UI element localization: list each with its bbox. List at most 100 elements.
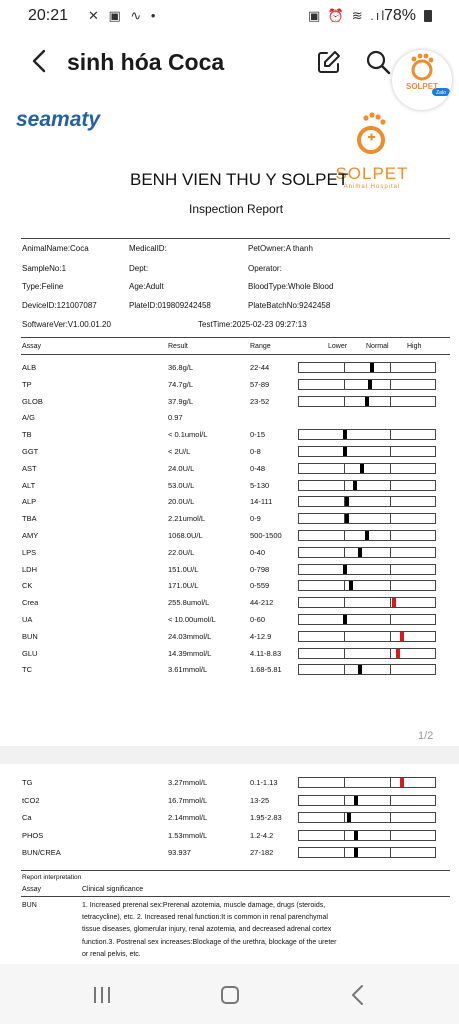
assay-cell: Crea bbox=[22, 598, 39, 608]
range-indicator-bar bbox=[298, 664, 436, 676]
assay-cell: UA bbox=[22, 615, 33, 624]
navigation-bar bbox=[0, 964, 459, 1024]
bar-divider bbox=[344, 813, 345, 822]
bar-divider bbox=[344, 665, 345, 675]
result-cell: 22.0U/L bbox=[168, 547, 195, 557]
bar-divider bbox=[390, 547, 391, 557]
notification-icons: ✕ ▣ ∿ • bbox=[88, 8, 159, 23]
bar-divider bbox=[390, 463, 391, 473]
col-result: Result bbox=[168, 343, 188, 350]
value-marker bbox=[365, 531, 369, 540]
range-indicator-bar bbox=[298, 580, 436, 592]
page-separator bbox=[0, 746, 459, 764]
back-icon[interactable] bbox=[28, 46, 50, 76]
assay-cell: LPS bbox=[22, 547, 37, 557]
result-cell: 3.61mmol/L bbox=[168, 665, 208, 675]
bar-divider bbox=[390, 795, 391, 805]
table-row: ALB 36.8g/L 22-44 bbox=[0, 362, 459, 379]
assay-cell: GLU bbox=[22, 648, 38, 658]
range-cell: 23-52 bbox=[250, 396, 270, 406]
high-value-marker bbox=[392, 598, 396, 608]
result-cell: 171.0U/L bbox=[168, 581, 199, 591]
range-cell: 4.11-8.83 bbox=[250, 648, 282, 658]
range-cell: 1.2-4.2 bbox=[250, 830, 274, 840]
bar-divider bbox=[344, 581, 345, 591]
page-number: 1/2 bbox=[418, 730, 434, 742]
range-cell: 0-40 bbox=[250, 547, 266, 557]
assay-cell: BUN bbox=[22, 631, 38, 641]
table-row: GLOB 37.9g/L 23-52 bbox=[0, 395, 459, 413]
bar-divider bbox=[344, 631, 345, 641]
range-indicator-bar bbox=[298, 496, 436, 508]
range-indicator-bar bbox=[298, 530, 436, 541]
recent-apps-icon[interactable] bbox=[92, 986, 112, 1004]
range-indicator-bar bbox=[298, 812, 436, 823]
table-row: A/G 0.97 bbox=[0, 413, 459, 429]
bar-divider bbox=[390, 564, 391, 574]
interpretation-text: 1. Increased prerenal sex:Prerenal azote… bbox=[82, 902, 337, 958]
range-indicator-bar bbox=[298, 777, 436, 788]
chat-head-avatar[interactable]: Zalo SOLPET bbox=[392, 50, 452, 110]
assay-cell: tCO2 bbox=[22, 795, 40, 805]
result-cell: 24.0U/L bbox=[168, 463, 195, 473]
edit-icon[interactable] bbox=[315, 48, 343, 76]
bar-divider bbox=[344, 795, 345, 805]
result-cell: 3.27mmol/L bbox=[168, 778, 208, 787]
value-marker bbox=[343, 430, 347, 440]
table-row: TG 3.27mmol/L 0.1-1.13 bbox=[0, 777, 459, 794]
table-row: AST 24.0U/L 0-48 bbox=[0, 462, 459, 480]
zalo-badge: Zalo bbox=[436, 90, 446, 96]
value-marker bbox=[358, 665, 362, 675]
app-bar: sinh hóa Coca Zalo SOLPET bbox=[0, 32, 459, 110]
range-cell: 0-60 bbox=[250, 615, 266, 624]
hospital-logo: SOLPET Animal Hospital bbox=[332, 112, 412, 198]
value-marker bbox=[345, 497, 349, 507]
assay-cell: LDH bbox=[22, 564, 38, 574]
table-row: TB < 0.1umol/L 0-15 bbox=[0, 429, 459, 446]
range-indicator-bar bbox=[298, 614, 436, 625]
high-value-marker bbox=[396, 648, 400, 658]
range-indicator-bar bbox=[298, 630, 436, 642]
table-row: tCO2 16.7mmol/L 13-25 bbox=[0, 794, 459, 812]
nav-back-icon[interactable] bbox=[350, 984, 366, 1006]
assay-cell: PHOS bbox=[22, 830, 44, 840]
result-cell: < 10.00umol/L bbox=[168, 615, 216, 624]
range-indicator-bar bbox=[298, 546, 436, 558]
assay-cell: AMY bbox=[22, 531, 39, 540]
assay-cell: TP bbox=[22, 379, 32, 389]
bar-divider bbox=[344, 531, 345, 540]
bar-divider bbox=[390, 778, 391, 787]
battery-level: 78% bbox=[384, 7, 417, 24]
report-subtitle: Inspection Report bbox=[189, 202, 284, 216]
table-row: TBA 2.21umol/L 0-9 bbox=[0, 513, 459, 530]
sample-no: SampleNo:1 bbox=[22, 264, 67, 273]
range-indicator-bar bbox=[298, 794, 436, 806]
value-marker bbox=[360, 463, 364, 473]
assay-cell: TC bbox=[22, 665, 32, 675]
result-cell: 0.97 bbox=[168, 413, 183, 423]
home-icon[interactable] bbox=[221, 986, 239, 1004]
range-cell: 0-15 bbox=[250, 430, 266, 440]
value-marker bbox=[368, 379, 372, 389]
value-marker bbox=[354, 830, 358, 840]
bar-divider bbox=[344, 547, 345, 557]
range-indicator-bar bbox=[298, 847, 436, 858]
assay-cell: TB bbox=[22, 430, 32, 440]
operator: Operator: bbox=[248, 264, 282, 273]
bar-divider bbox=[390, 447, 391, 456]
value-marker bbox=[354, 795, 358, 805]
range-cell: 57-89 bbox=[250, 379, 270, 389]
range-indicator-bar bbox=[298, 395, 436, 407]
divider bbox=[21, 870, 450, 871]
device-id: DeviceID:121007087 bbox=[22, 301, 97, 310]
bar-divider bbox=[344, 848, 345, 857]
search-icon[interactable] bbox=[364, 48, 392, 76]
result-cell: < 0.1umol/L bbox=[168, 430, 208, 440]
assay-cell: ALT bbox=[22, 480, 36, 490]
bar-divider bbox=[344, 497, 345, 507]
table-row: ALT 53.0U/L 5-130 bbox=[0, 479, 459, 497]
range-indicator-bar bbox=[298, 647, 436, 659]
result-cell: 16.7mmol/L bbox=[168, 795, 208, 805]
table-row: TP 74.7g/L 57-89 bbox=[0, 378, 459, 396]
bar-divider bbox=[390, 615, 391, 624]
